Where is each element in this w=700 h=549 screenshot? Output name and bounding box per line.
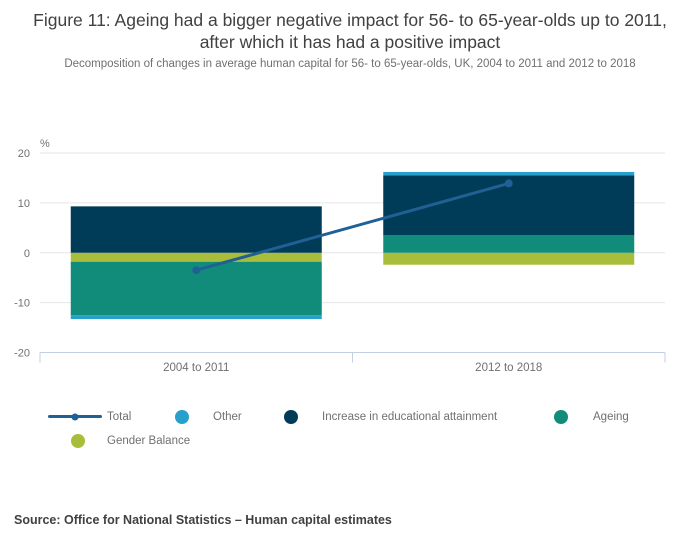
svg-text:-20: -20 [14,348,30,360]
legend-label-gender-balance: Gender Balance [107,434,191,447]
y-axis-unit-label: % [40,138,50,150]
x-axis [39,352,666,363]
bar-segment-other-2004-to-2011[interactable] [70,315,322,320]
svg-text:10: 10 [18,198,30,210]
bars [70,171,635,320]
total-line-swatch-icon [48,413,102,420]
total-point-2004-to-2011[interactable] [192,266,201,275]
legend-item-total[interactable]: Total [48,409,131,424]
gender-balance-swatch-icon [71,433,85,448]
educational-attainment-swatch-icon [284,409,298,424]
total-line-marker-icon [71,413,79,420]
bar-segment-other-2012-to-2018[interactable] [383,171,635,176]
total-point-2012-to-2018[interactable] [504,179,513,188]
category-label-2004-to-2011: 2004 to 2011 [163,362,229,374]
figure-title: Figure 11: Ageing had a bigger negative … [33,10,667,52]
legend-label-educational-attainment: Increase in educational attainment [322,410,498,423]
legend-item-educational-attainment[interactable]: Increase in educational attainment [284,409,497,424]
chart-canvas: 20 10 0 -10 -20% 2004 to 2011 2012 to 2018 [14,138,666,374]
total-line[interactable] [192,179,513,275]
source-note: Source: Office for National Statistics –… [14,513,392,527]
bar-segment-increase-in-educational-attainment-2004-to-2011[interactable] [70,206,322,253]
category-label-2012-to-2018: 2012 to 2018 [475,362,542,374]
svg-text:-10: -10 [14,298,30,310]
bar-segment-ageing-2012-to-2018[interactable] [383,235,635,253]
legend-label-ageing: Ageing [593,410,629,423]
other-swatch-icon [175,409,189,424]
bar-segment-gender-balance-2004-to-2011[interactable] [70,252,322,262]
legend-label-total: Total [107,410,132,423]
legend-label-other: Other [213,410,242,423]
svg-text:20: 20 [18,148,30,160]
svg-text:0: 0 [24,248,30,260]
legend-item-ageing[interactable]: Ageing [554,409,629,424]
bar-segment-gender-balance-2012-to-2018[interactable] [383,252,635,265]
x-axis-labels: 2004 to 2011 2012 to 2018 [163,362,542,374]
legend-item-gender-balance[interactable]: Gender Balance [71,433,190,448]
y-axis-labels: 20 10 0 -10 -20 [14,148,30,360]
legend-item-other[interactable]: Other [175,409,242,424]
figure-subtitle: Decomposition of changes in average huma… [64,58,636,70]
ageing-swatch-icon [554,409,568,424]
